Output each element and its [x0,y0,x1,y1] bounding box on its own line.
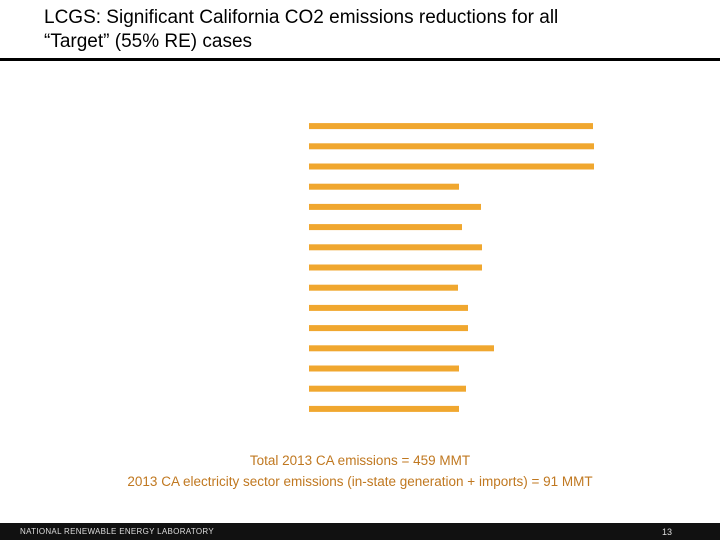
organization: NATIONAL RENEWABLE ENERGY LABORATORY [20,527,214,536]
bar [309,345,494,352]
bar [309,264,482,271]
bar [309,163,594,170]
bar [309,405,459,412]
note: Total 2013 CA emissions = 459 MMT [249,453,471,468]
page-number: 13 [661,527,672,537]
title-rule [0,58,720,61]
bar [309,183,459,190]
title-line: “Target” (55% RE) cases [44,31,253,52]
bar [309,304,468,311]
bar [309,385,466,392]
bar [309,365,459,372]
bar [309,123,593,130]
bar [309,224,462,231]
bar [309,143,594,150]
title-line: LCGS: Significant California CO2 emissio… [44,7,559,28]
note: 2013 CA electricity sector emissions (in… [127,474,593,489]
footer-bar: NATIONAL RENEWABLE ENERGY LABORATORY 13 [0,523,720,540]
bar [309,325,468,332]
slide-title: LCGS: Significant California CO2 emissio… [44,6,558,54]
notes: Total 2013 CA emissions = 459 MMT 2013 C… [0,450,720,492]
bar [309,203,481,210]
bar [309,244,482,251]
bar [309,284,458,291]
